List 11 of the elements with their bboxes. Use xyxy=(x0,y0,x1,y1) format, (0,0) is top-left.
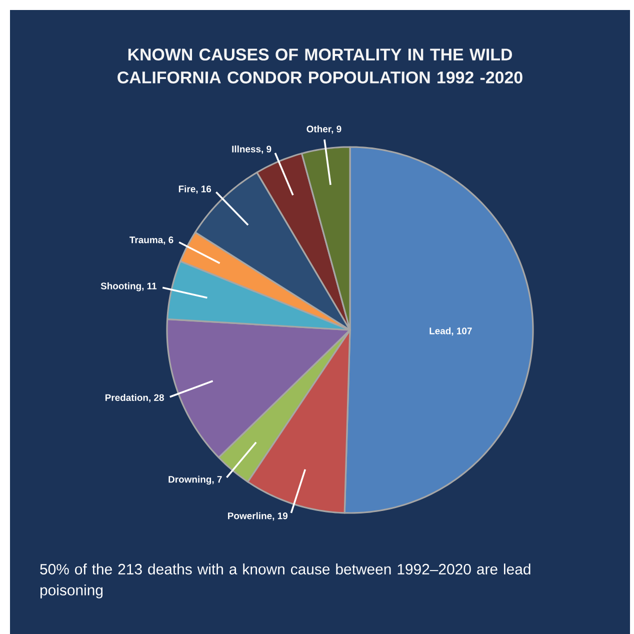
slice-label: Shooting, 11 xyxy=(100,282,157,292)
slice-label: Predation, 28 xyxy=(105,394,164,402)
slice-label: Powerline, 19 xyxy=(228,512,288,521)
slice-label: Illness, 9 xyxy=(232,145,272,154)
slice-label: Drowning, 7 xyxy=(168,476,222,485)
slice-label: Lead, 107 xyxy=(430,327,472,336)
slice-label: Trauma, 6 xyxy=(130,236,174,245)
slice-label: Fire, 16 xyxy=(178,185,212,194)
slice-label: Other, 9 xyxy=(306,125,342,134)
chart-title: KNOWN CAUSES OF MORTALITY IN THE WILD CALIFORNIA CONDOR POPOULATION 1992 -2020 xyxy=(118,48,522,84)
text: 50% of the 213 deaths with a known cause between 1992–2020 are lead poisoning xyxy=(40,564,530,598)
